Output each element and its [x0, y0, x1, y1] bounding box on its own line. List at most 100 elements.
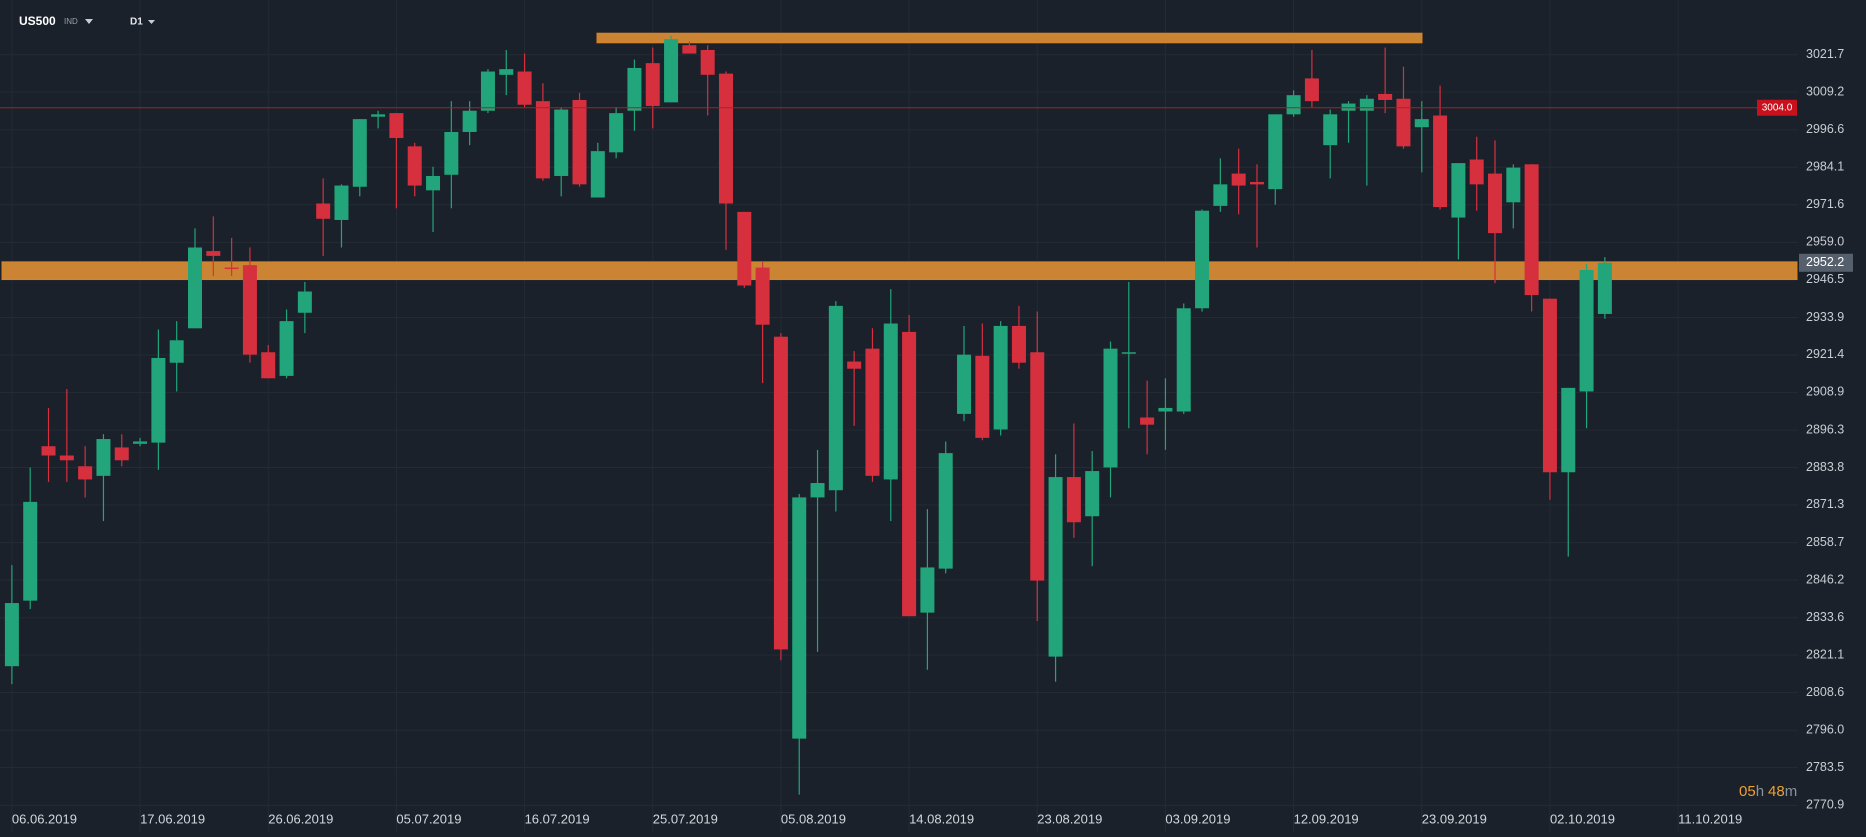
y-tick-label: 3009.2	[1806, 84, 1844, 98]
symbol-caret[interactable]	[85, 19, 93, 24]
candle-body	[59, 455, 74, 461]
candle-body	[664, 39, 679, 103]
candle-body	[700, 49, 715, 75]
candle-body	[1524, 164, 1539, 296]
y-tick-label: 2833.6	[1806, 610, 1844, 624]
x-tick-label: 11.10.2019	[1678, 811, 1742, 826]
y-tick-label: 3021.7	[1806, 47, 1844, 61]
candle-body	[242, 265, 257, 355]
candle-body	[1249, 181, 1264, 185]
y-tick-label: 2883.8	[1806, 460, 1844, 474]
overlays: 3004.0	[0, 99, 1797, 116]
candle-body	[1341, 103, 1356, 111]
candle-body	[334, 185, 349, 220]
y-tick-label: 2908.9	[1806, 385, 1844, 399]
candle-body	[572, 99, 587, 185]
countdown-m: m	[1785, 783, 1798, 800]
y-tick-label: 2783.5	[1806, 760, 1844, 774]
candle-body	[133, 441, 148, 444]
candle-body	[151, 357, 166, 443]
candle-body	[169, 340, 184, 363]
candle-body	[206, 251, 221, 256]
candle-body	[718, 73, 733, 204]
y-tick-label: 2996.6	[1806, 122, 1844, 136]
zone	[596, 32, 1423, 44]
y-tick-label: 2808.6	[1806, 685, 1844, 699]
candle-body	[1140, 417, 1155, 425]
x-tick-label: 03.09.2019	[1165, 811, 1230, 826]
x-tick-label: 26.06.2019	[268, 811, 333, 826]
y-tick-label: 2971.6	[1806, 197, 1844, 211]
candle-body	[1542, 298, 1557, 473]
candle-body	[609, 113, 624, 153]
candle-body	[590, 151, 605, 198]
y-tick-label: 2846.2	[1806, 572, 1844, 586]
candle-body	[865, 348, 880, 476]
candle-body	[1561, 387, 1576, 473]
candle-body	[517, 71, 532, 105]
x-tick-label: 06.06.2019	[12, 811, 77, 826]
candle-body	[1433, 115, 1448, 208]
y-tick-label: 2921.4	[1806, 347, 1844, 361]
candle-body	[426, 175, 441, 191]
candle-body	[938, 453, 953, 569]
countdown-h: h	[1756, 783, 1764, 800]
candle-body	[499, 69, 514, 75]
x-tick-label: 02.10.2019	[1550, 811, 1615, 826]
candle-body	[114, 447, 129, 461]
x-tick-label: 16.07.2019	[525, 811, 590, 826]
candle-body	[462, 110, 477, 132]
alert-label: 3004.0	[1762, 102, 1793, 113]
candle-body	[1396, 98, 1411, 147]
candle-body	[389, 113, 404, 138]
candle-body	[1030, 352, 1045, 581]
candle-body	[535, 101, 550, 179]
candles	[4, 35, 1612, 795]
candle-body	[810, 483, 825, 498]
candle-body	[96, 439, 111, 476]
countdown: 05h 48m	[1739, 783, 1797, 800]
candle-body	[993, 325, 1008, 430]
candle-body	[444, 131, 459, 175]
candle-body	[773, 336, 788, 650]
candle-body	[1085, 471, 1100, 517]
candle-body	[352, 119, 367, 187]
candle-body	[224, 267, 239, 270]
candle-body	[1488, 173, 1503, 234]
candle-body	[883, 323, 898, 480]
candle-body	[627, 67, 642, 111]
candle-body	[78, 466, 93, 480]
candle-body	[279, 321, 294, 376]
candle-body	[371, 114, 386, 117]
zones	[1, 32, 1798, 281]
candle-body	[1359, 98, 1374, 111]
candle-body	[682, 45, 697, 54]
candle-body	[1213, 184, 1228, 206]
candle-body	[1048, 477, 1063, 657]
timeframe-caret[interactable]	[148, 20, 155, 24]
y-tick-label: 2871.3	[1806, 497, 1844, 511]
candle-body	[645, 63, 660, 106]
x-tick-label: 05.07.2019	[396, 811, 461, 826]
symbol[interactable]: US500	[19, 14, 56, 28]
countdown-minutes: 48	[1768, 783, 1785, 800]
candle-body	[480, 71, 495, 111]
candle-body	[1286, 95, 1301, 115]
market: IND	[64, 17, 78, 26]
candle-body	[1195, 210, 1210, 309]
candle-body	[41, 446, 56, 456]
timeframe[interactable]: D1	[130, 17, 143, 28]
candle-body	[316, 203, 331, 219]
y-tick-label: 2796.0	[1806, 723, 1844, 737]
y-tick-label: 2959.0	[1806, 235, 1844, 249]
candle-body	[828, 305, 843, 491]
candle-body	[1378, 93, 1393, 100]
candle-body	[1158, 407, 1173, 412]
candle-body	[1103, 348, 1118, 468]
candle-body	[1414, 119, 1429, 128]
candle-body	[1469, 159, 1484, 185]
candle-body	[847, 361, 862, 369]
alert-label-box	[1757, 99, 1797, 116]
x-tick-label: 14.08.2019	[909, 811, 974, 826]
